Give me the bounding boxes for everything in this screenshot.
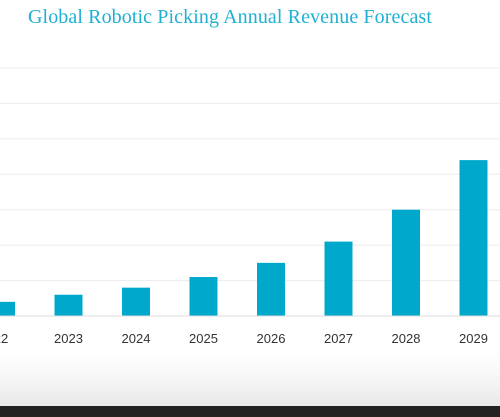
bar-2022 [0,301,15,316]
x-tick-label: 2026 [257,331,286,346]
x-tick-label: 2024 [122,331,151,346]
bottom-bar [0,406,500,417]
bar-2024 [122,287,150,316]
x-tick-label: 22 [0,331,8,346]
bar-2028 [392,209,420,316]
chart-title: Global Robotic Picking Annual Revenue Fo… [28,6,432,28]
x-tick-label: 2025 [189,331,218,346]
x-tick-label: 2029 [459,331,488,346]
x-tick-label: 2028 [392,331,421,346]
bar-2026 [257,262,285,316]
bottom-fade [0,354,500,406]
bar-2027 [324,241,353,316]
bar-2025 [189,277,218,316]
bar-2023 [54,294,83,316]
x-tick-label: 2027 [324,331,353,346]
x-tick-label: 2023 [54,331,83,346]
bar-2029 [459,160,488,316]
